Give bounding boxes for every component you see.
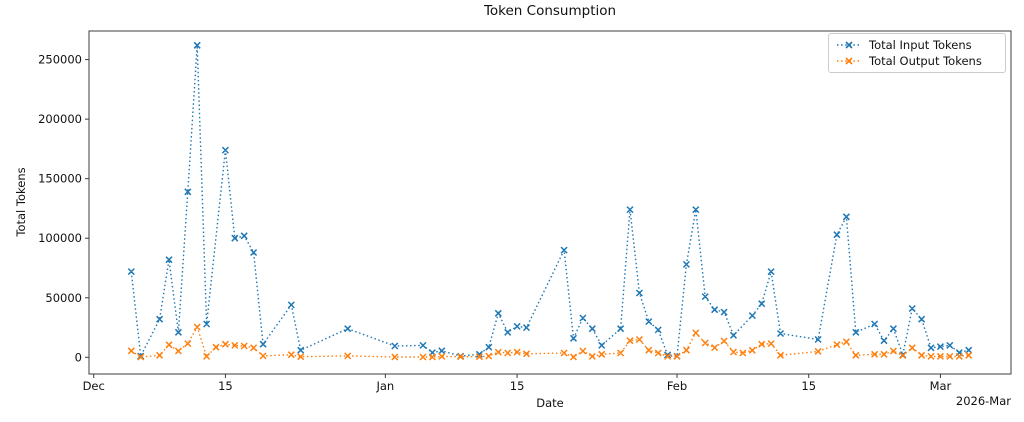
legend-item-output: Total Output Tokens — [836, 54, 997, 68]
y-tick-label: 200000 — [38, 112, 82, 126]
x-tick-label: 15 — [510, 379, 525, 393]
x-tick-label: Feb — [667, 379, 687, 393]
y-axis-label: Total Tokens — [14, 167, 28, 237]
y-tick-label: 150000 — [38, 172, 82, 186]
x-tick-label: 15 — [801, 379, 816, 393]
series-line-1 — [130, 325, 969, 358]
series-markers-1 — [127, 323, 973, 361]
series-line-0 — [130, 45, 969, 359]
x-tick-label: 15 — [218, 379, 233, 393]
y-tick-label: 250000 — [38, 53, 82, 67]
x-tick-label: Dec — [83, 379, 105, 393]
legend: Total Input Tokens Total Output Tokens — [828, 33, 1006, 73]
y-tick-label: 0 — [75, 350, 82, 364]
plot-border — [88, 30, 1012, 375]
series-markers-0 — [127, 41, 973, 360]
x-axis-offset-label: 2026-Mar — [955, 394, 1011, 408]
y-tick-label: 100000 — [38, 231, 82, 245]
x-tick-label: Jan — [375, 379, 394, 393]
legend-marker-output-icon — [837, 57, 861, 65]
x-axis-label: Date — [536, 396, 564, 410]
legend-label-input: Total Input Tokens — [869, 38, 972, 52]
x-tick-label: Mar — [930, 379, 952, 393]
y-tick-label: 50000 — [45, 291, 82, 305]
legend-item-input: Total Input Tokens — [836, 38, 997, 52]
legend-label-output: Total Output Tokens — [869, 54, 982, 68]
legend-marker-input-icon — [837, 41, 861, 49]
chart-title: Token Consumption — [483, 3, 617, 19]
